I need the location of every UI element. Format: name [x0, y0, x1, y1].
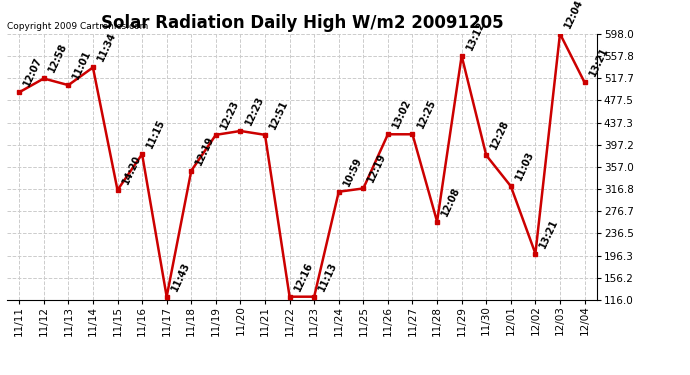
- Text: 12:19: 12:19: [194, 134, 216, 166]
- Text: 13:21: 13:21: [538, 217, 560, 249]
- Title: Solar Radiation Daily High W/m2 20091205: Solar Radiation Daily High W/m2 20091205: [101, 14, 503, 32]
- Text: 13:02: 13:02: [391, 98, 413, 130]
- Text: 12:25: 12:25: [415, 98, 437, 130]
- Text: 12:16: 12:16: [293, 260, 315, 292]
- Text: 12:23: 12:23: [243, 94, 266, 127]
- Text: 14:20: 14:20: [120, 154, 142, 186]
- Text: 11:15: 11:15: [145, 118, 167, 150]
- Text: 13:12: 13:12: [464, 20, 486, 52]
- Text: 11:03: 11:03: [513, 150, 535, 182]
- Text: 12:23: 12:23: [219, 98, 241, 130]
- Text: 13:21: 13:21: [587, 46, 609, 78]
- Text: 12:28: 12:28: [489, 118, 511, 151]
- Text: 11:43: 11:43: [170, 260, 192, 292]
- Text: 12:07: 12:07: [22, 56, 44, 88]
- Text: 12:08: 12:08: [440, 185, 462, 218]
- Text: 10:59: 10:59: [342, 155, 364, 188]
- Text: 12:51: 12:51: [268, 98, 290, 130]
- Text: 11:13: 11:13: [317, 260, 339, 292]
- Text: 12:58: 12:58: [46, 42, 69, 74]
- Text: 12:19: 12:19: [366, 152, 388, 184]
- Text: 11:01: 11:01: [71, 49, 93, 81]
- Text: 12:04: 12:04: [563, 0, 585, 30]
- Text: 11:34: 11:34: [96, 31, 118, 63]
- Text: Copyright 2009 Cartronics.com: Copyright 2009 Cartronics.com: [7, 22, 148, 31]
